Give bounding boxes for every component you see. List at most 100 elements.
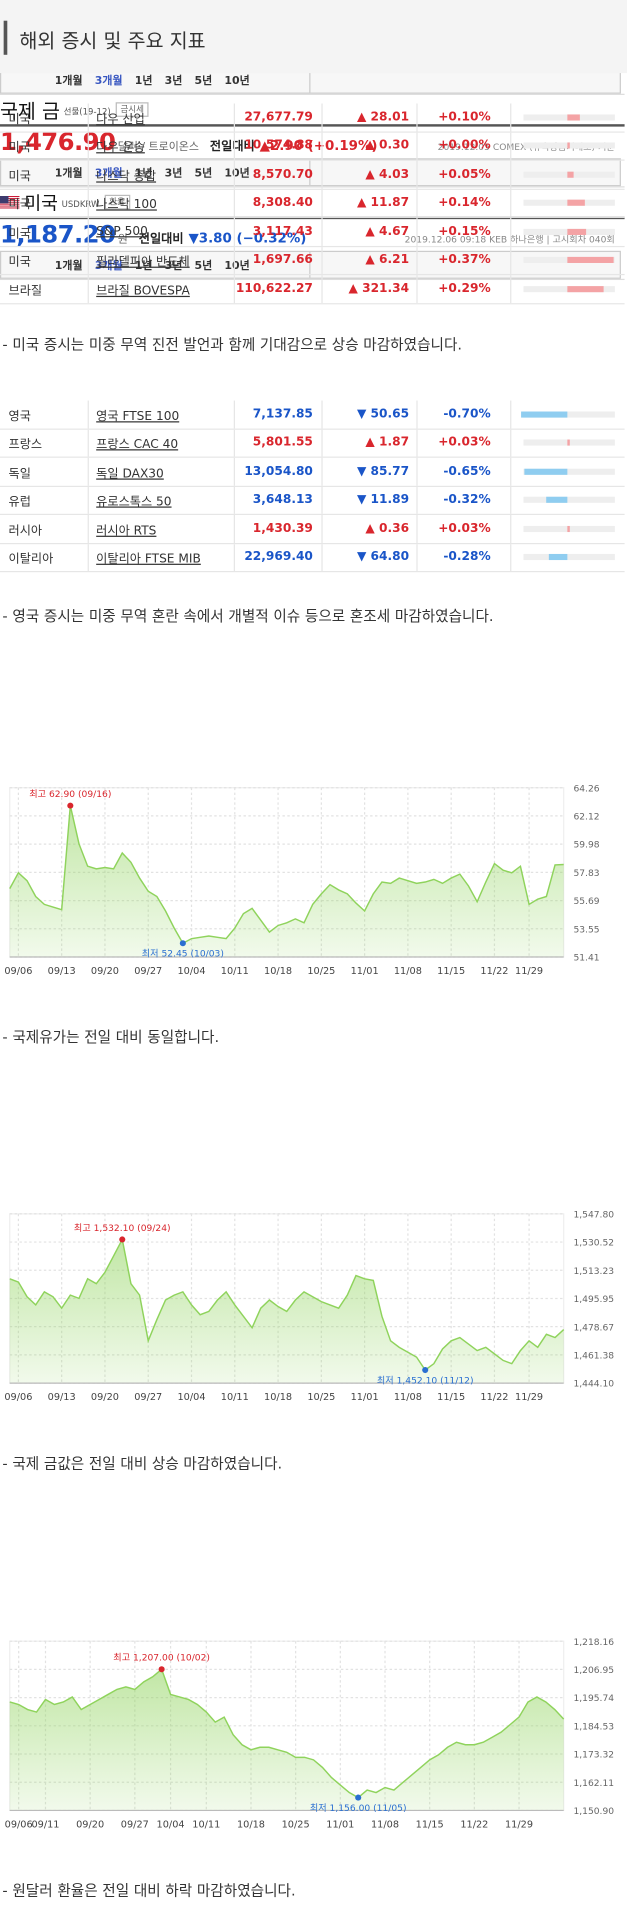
bar-track: [523, 497, 615, 504]
rate-bar: [548, 554, 568, 561]
price: 8,308.40: [235, 189, 323, 217]
bar-track: [523, 411, 615, 418]
index-name[interactable]: 독일 DAX30: [89, 457, 235, 486]
x-tick-label: 10/11: [221, 1392, 249, 1403]
period-tab[interactable]: 1개월: [54, 168, 83, 181]
index-name[interactable]: 러시아 RTS: [89, 515, 235, 543]
y-tick-label: 51.41: [573, 954, 599, 964]
country: 프랑스: [0, 429, 89, 457]
area-fill: [9, 805, 564, 957]
period-tab[interactable]: 1년: [134, 260, 153, 273]
index-name[interactable]: 프랑스 CAC 40: [89, 429, 235, 457]
bar-track: [523, 554, 615, 561]
period-tab[interactable]: 10년: [224, 260, 250, 273]
index-name[interactable]: 필라델피아 반도체: [89, 246, 235, 274]
y-tick-label: 64.26: [573, 784, 599, 794]
period-tab[interactable]: 1년: [134, 75, 153, 88]
x-tick-label: 09/27: [134, 966, 162, 977]
change: ▲ 6.21: [323, 246, 418, 274]
flag-stripe: [0, 204, 20, 206]
y-tick-label: 1,547.80: [573, 1211, 614, 1221]
bar-cell: [511, 132, 624, 159]
bar-cell: [511, 247, 624, 274]
period-tab[interactable]: 1개월: [54, 260, 83, 273]
header-bar: [3, 20, 8, 55]
note: - 영국 증시는 미중 무역 혼란 속에서 개별적 이슈 등으로 혼조세 마감하…: [2, 607, 494, 625]
x-tick-label: 11/22: [480, 1392, 508, 1403]
rate-bar-chart: [523, 439, 615, 446]
category-button[interactable]: 환율: [104, 194, 130, 210]
change-rate: +0.15%: [418, 217, 512, 246]
rate-bar: [567, 199, 585, 207]
change: ▼ 85.77: [323, 457, 418, 486]
table-row: 미국 다우 산업 27,677.79 ▲ 28.01 +0.10%: [0, 103, 625, 133]
price-chart: 1,444.10 1,461.38 1,478.67 1,495.95 1,513.23…: [4, 1211, 614, 1404]
flag-canton: [0, 195, 9, 203]
index-name[interactable]: S&P 500: [89, 217, 235, 246]
index-name[interactable]: 브라질 BOVESPA: [89, 275, 235, 303]
rate-bar: [567, 439, 570, 446]
table-row: 미국 나스닥 100 8,308.40 ▲ 11.87 +0.14%: [0, 189, 625, 218]
index-name[interactable]: 다우 산업: [89, 103, 235, 131]
country: 미국: [0, 160, 89, 189]
period-tab[interactable]: 3개월: [94, 75, 123, 88]
y-tick-label: 53.55: [573, 925, 599, 935]
x-tick-label: 11/01: [351, 966, 379, 977]
x-tick-label: 11/08: [394, 966, 422, 977]
price: 3,117.43: [235, 217, 323, 246]
low-marker: [422, 1366, 429, 1374]
index-name[interactable]: 다우 운송: [89, 132, 235, 160]
x-tick-label: 10/04: [157, 1819, 185, 1830]
rate-bar-chart: [521, 411, 615, 418]
low-label: 최저 1,156.00 (11/05): [310, 1803, 407, 1814]
period-tab[interactable]: 5년: [194, 168, 213, 181]
index-name[interactable]: 나스닥 100: [89, 189, 235, 217]
period-tab[interactable]: 10년: [224, 168, 250, 181]
period-tab[interactable]: 3개월: [94, 260, 123, 273]
low-label: 최저 1,452.10 (11/12): [377, 1375, 474, 1386]
period-tab[interactable]: 3년: [164, 168, 183, 181]
price: 1,430.39: [235, 515, 323, 543]
period-tab[interactable]: 10년: [224, 75, 250, 88]
rate-bar-chart: [523, 497, 615, 504]
index-name[interactable]: 나스닥 종합: [89, 160, 235, 189]
high-label: 최고 1,532.10 (09/24): [74, 1223, 171, 1234]
period-tab-group: 1개월 3개월 1년 3년 5년 10년: [1, 159, 311, 186]
change-rate: +0.37%: [418, 246, 512, 274]
change-rate: -0.65%: [418, 457, 512, 486]
period-tab[interactable]: 3년: [164, 75, 183, 88]
period-tab[interactable]: 3개월: [94, 168, 123, 181]
price: 3,648.13: [235, 486, 323, 514]
period-tab[interactable]: 3년: [164, 260, 183, 273]
high-marker: [67, 802, 74, 809]
x-tick-label: 11/29: [505, 1819, 533, 1830]
country: 독일: [0, 457, 89, 486]
index-name[interactable]: 영국 FTSE 100: [89, 400, 235, 428]
period-tab[interactable]: 5년: [194, 260, 213, 273]
table-row: 미국 다우 운송 10,574.88 ▲ 0.30 +0.00%: [0, 132, 625, 161]
category-button[interactable]: 금시세: [115, 102, 149, 117]
period-tab-group: 1개월 3개월 1년 3년 5년 10년: [1, 252, 311, 278]
chart-subtitle: USDKRW: [61, 199, 100, 209]
period-tab[interactable]: 5년: [194, 75, 213, 88]
country: 미국: [0, 217, 89, 246]
period-tab[interactable]: 1년: [134, 168, 153, 181]
y-tick-label: 57.83: [573, 869, 599, 879]
x-tick-label: 11/15: [437, 1392, 465, 1403]
change: ▲ 1.87: [323, 429, 418, 457]
price: 13,054.80: [235, 457, 323, 486]
bar-track: [523, 468, 615, 475]
period-tab[interactable]: 1개월: [54, 75, 83, 88]
change: ▼ 50.65: [323, 400, 418, 428]
price: 5,801.55: [235, 429, 323, 457]
x-tick-label: 11/08: [371, 1819, 399, 1830]
index-name[interactable]: 이탈리아 FTSE MIB: [89, 543, 235, 572]
y-tick-label: 1,206.95: [573, 1666, 614, 1676]
price: 7,137.85: [235, 400, 323, 428]
price: 1,697.66: [235, 246, 323, 274]
x-tick-label: 10/25: [307, 966, 335, 977]
chart-title-row: 미국 USDKRW 환율: [0, 187, 627, 216]
index-name[interactable]: 유로스톡스 50: [89, 486, 235, 514]
change-rate: +0.03%: [418, 429, 512, 457]
table-row: 러시아 러시아 RTS 1,430.39 ▲ 0.36 +0.03%: [0, 515, 625, 544]
